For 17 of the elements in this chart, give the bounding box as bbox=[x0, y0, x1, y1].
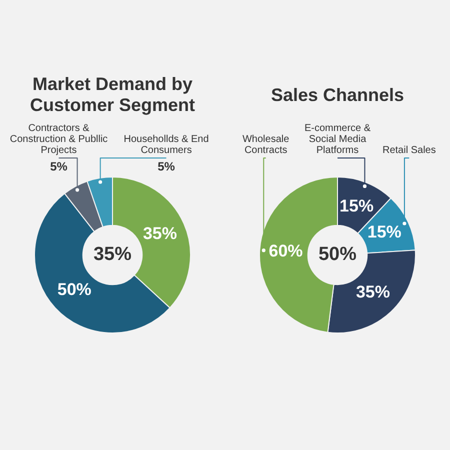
chart-title: Sales Channels bbox=[270, 84, 404, 106]
slice-label: Retail Sales bbox=[382, 145, 436, 156]
data-label: 35% bbox=[142, 224, 177, 243]
slice-label: Contractors & Construction & Publlic Projects bbox=[10, 123, 108, 156]
data-label: 5% bbox=[50, 159, 68, 174]
data-label: 35% bbox=[356, 282, 390, 302]
data-label: 60% bbox=[268, 241, 303, 260]
text: 35% bbox=[93, 244, 132, 266]
data-label: 15% bbox=[367, 222, 402, 242]
slice-label: E-commerce & Social Media Platforms bbox=[304, 123, 371, 156]
chart-title: Market Demand by Customer Segment bbox=[28, 74, 196, 116]
data-label: 50% bbox=[57, 280, 92, 299]
text: 50% bbox=[318, 244, 357, 266]
data-label: 5% bbox=[158, 159, 176, 174]
slice-label: Househollds & End Consumers bbox=[124, 134, 209, 156]
slice-label: Wholesale Contracts bbox=[242, 134, 290, 156]
data-label: 15% bbox=[340, 196, 374, 216]
